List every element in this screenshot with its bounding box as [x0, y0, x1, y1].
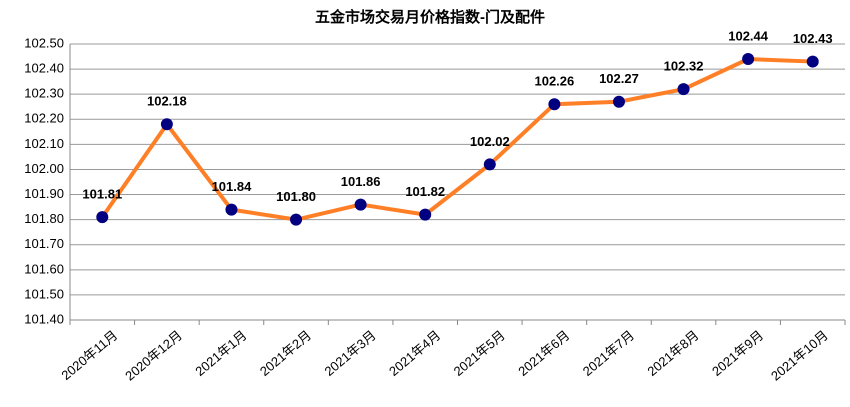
x-tick-label: 2021年6月: [515, 327, 572, 378]
data-label: 102.18: [147, 94, 187, 109]
point: [742, 53, 755, 66]
data-label: 102.26: [534, 74, 574, 89]
y-tick-label: 102.20: [24, 111, 64, 126]
y-tick-label: 101.40: [24, 311, 64, 326]
y-tick-label: 102.00: [24, 161, 64, 176]
x-tick-label: 2020年12月: [122, 327, 185, 383]
data-label: 102.27: [599, 71, 639, 86]
data-label: 101.86: [341, 174, 381, 189]
y-tick-label: 101.90: [24, 186, 64, 201]
x-tick-label: 2021年2月: [257, 327, 314, 378]
chart-title: 五金市场交易月价格指数-门及配件: [315, 8, 545, 26]
y-tick-label: 101.60: [24, 261, 64, 276]
data-label: 102.32: [664, 59, 704, 74]
data-label: 101.84: [212, 179, 253, 194]
x-tick-label: 2021年1月: [192, 327, 249, 378]
y-tick-label: 102.30: [24, 86, 64, 101]
data-label: 102.43: [793, 31, 833, 46]
point: [96, 211, 109, 224]
y-tick-label: 101.50: [24, 286, 64, 301]
x-tick-label: 2021年5月: [451, 327, 508, 378]
data-label: 101.80: [276, 189, 316, 204]
data-label: 102.02: [470, 134, 510, 149]
point: [483, 158, 496, 171]
y-tick-label: 102.10: [24, 136, 64, 151]
x-tick-label: 2021年7月: [580, 327, 637, 378]
x-tick-label: 2021年10月: [768, 327, 831, 383]
point: [806, 55, 819, 68]
y-tick-label: 101.80: [24, 211, 64, 226]
x-tick-label: 2020年11月: [58, 327, 120, 382]
point: [677, 83, 690, 96]
point: [290, 213, 303, 226]
point: [354, 198, 367, 211]
line: [100, 57, 813, 222]
y-tick-label: 102.50: [24, 35, 64, 50]
data-label: 101.81: [82, 187, 122, 202]
data-label: 102.44: [728, 28, 769, 43]
point: [612, 95, 625, 108]
x-tick-label: 2021年8月: [644, 327, 701, 378]
y-tick-label: 102.40: [24, 61, 64, 76]
x-tick-label: 2021年4月: [386, 327, 443, 378]
point: [548, 98, 561, 111]
y-tick-label: 101.70: [24, 236, 64, 251]
point: [160, 118, 173, 131]
x-tick-label: 2021年3月: [322, 327, 379, 378]
data-label: 101.82: [405, 184, 445, 199]
x-tick-label: 2021年9月: [709, 327, 766, 378]
point: [225, 203, 238, 216]
point: [419, 208, 432, 221]
